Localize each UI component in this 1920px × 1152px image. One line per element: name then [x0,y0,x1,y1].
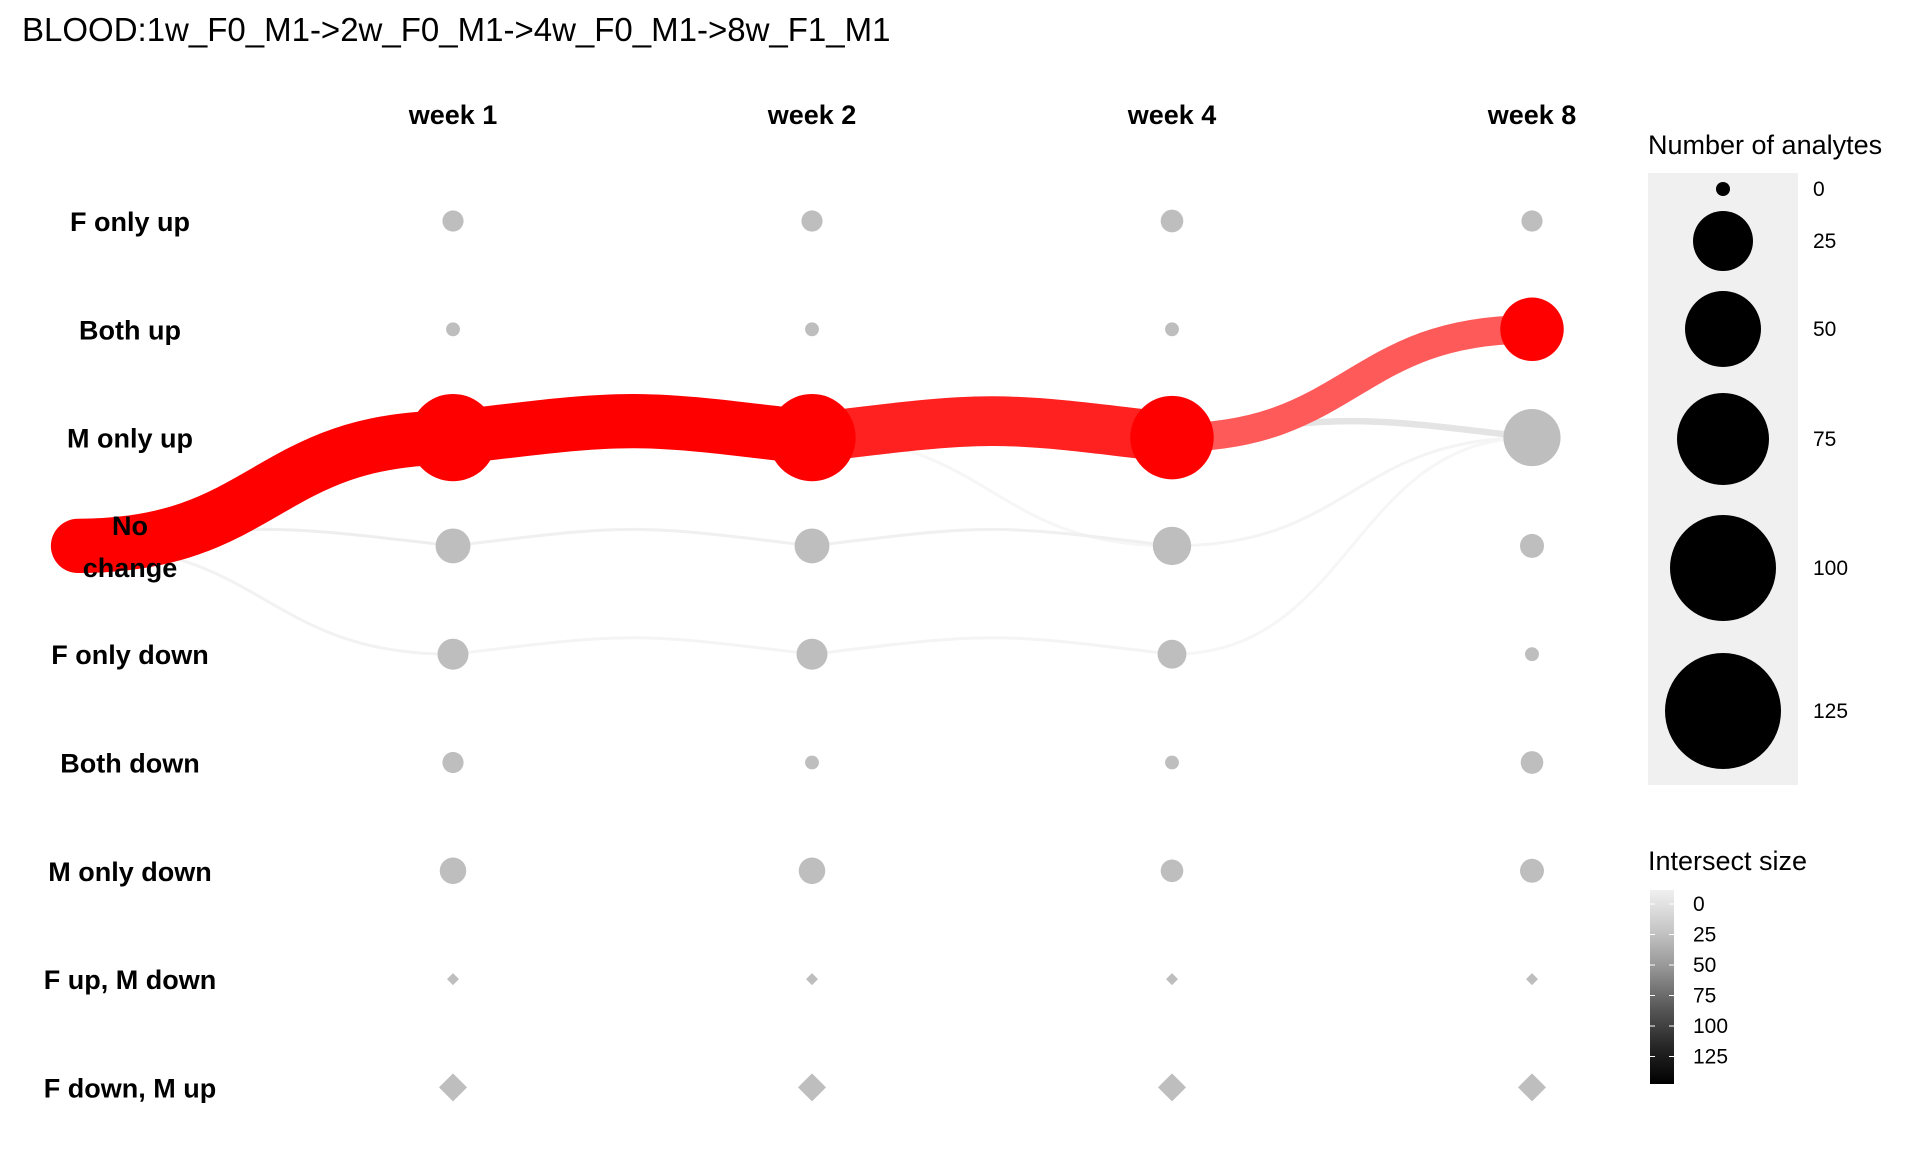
node-8-1 [798,1073,826,1102]
node-8-0 [439,1073,467,1102]
size-legend: Number of analytes 0 25 50 75 100 125 [1648,130,1882,785]
node-1-1 [805,322,819,337]
chart-title: BLOOD:1w_F0_M1->2w_F0_M1->4w_F0_M1->8w_F… [22,11,890,48]
node-7-1 [806,973,818,986]
size-legend-dot [1677,393,1769,485]
node-0-1 [801,210,823,232]
color-legend-label: 25 [1693,924,1716,947]
node-7-2 [1166,973,1178,986]
color-legend-label: 50 [1693,954,1716,977]
flow-link-7 [451,527,814,548]
size-legend-label: 50 [1813,318,1836,341]
node-4-3 [1525,647,1539,662]
column-label: week 2 [767,100,857,130]
node-0-3 [1521,210,1543,232]
flow-link-13 [1170,436,1534,656]
size-legend-dot [1665,653,1781,769]
row-label: No [112,511,148,541]
flow-link-2 [787,396,1197,463]
node-6-0 [439,857,467,885]
path-start-node [67,534,89,557]
node-layer [67,209,1564,1102]
column-label: week 8 [1487,100,1577,130]
color-legend-title: Intersect size [1648,846,1807,876]
row-label: Both down [60,749,199,779]
size-legend-label: 25 [1813,230,1836,253]
flow-link-1 [425,393,840,465]
node-0-2 [1160,209,1184,233]
row-label: F only up [70,207,190,237]
node-1-0 [446,322,460,337]
flow-link-3 [1157,315,1547,452]
column-label: week 4 [1127,100,1217,130]
flow-link-9 [451,636,814,656]
flow-layer [50,315,1547,656]
node-5-0 [442,751,464,774]
size-legend-label: 0 [1813,178,1825,201]
node-4-2 [1157,639,1187,669]
node-4-1 [796,638,828,670]
node-8-2 [1158,1073,1186,1102]
row-label: Both up [79,315,181,345]
row-label: F only down [51,640,208,670]
flow-link-12 [1170,436,1534,548]
row-labels: F only up Both up M only up No change F only … [44,207,216,1103]
node-6-3 [1520,858,1544,883]
node-5-2 [1165,755,1179,770]
color-legend-bar [1650,890,1674,1084]
node-3-3 [1520,533,1544,558]
size-legend-label: 75 [1813,428,1836,451]
node-2-3 [1503,409,1561,467]
node-1-3 [1500,297,1564,362]
size-legend-dot [1685,291,1761,367]
node-0-0 [442,210,464,232]
row-label: M only down [48,857,211,887]
size-legend-label: 100 [1813,557,1848,580]
node-6-1 [798,857,826,885]
color-legend-label: 125 [1693,1046,1728,1069]
node-2-0 [409,393,497,482]
node-8-3 [1518,1073,1546,1102]
size-legend-dot [1716,182,1730,196]
node-3-2 [1152,526,1192,566]
size-legend-dot [1670,515,1776,621]
node-1-2 [1165,322,1179,337]
row-label: F up, M down [44,965,216,995]
node-2-1 [768,393,856,482]
node-3-0 [435,528,471,564]
flow-link-10 [810,636,1174,656]
color-legend-label: 0 [1693,893,1705,916]
node-6-2 [1160,859,1184,883]
color-legend-label: 100 [1693,1015,1728,1038]
node-2-2 [1130,395,1214,480]
flow-link-8 [810,527,1174,548]
node-5-3 [1520,751,1544,774]
column-labels: week 1 week 2 week 4 week 8 [408,100,1577,130]
node-7-0 [447,973,459,986]
row-label: change [83,553,178,583]
size-legend-label: 125 [1813,700,1848,723]
size-legend-dot [1693,211,1753,271]
row-label: M only up [67,424,193,454]
node-4-0 [437,638,469,670]
row-label: F down, M up [44,1073,216,1103]
flow-link-0 [50,410,481,574]
node-5-1 [805,755,819,770]
color-legend-label: 75 [1693,985,1716,1008]
node-3-1 [794,528,830,564]
size-legend-title: Number of analytes [1648,130,1882,160]
node-7-3 [1526,973,1538,986]
color-legend: Intersect size 0 25 50 75 100 125 [1648,846,1807,1084]
column-label: week 1 [408,100,498,130]
